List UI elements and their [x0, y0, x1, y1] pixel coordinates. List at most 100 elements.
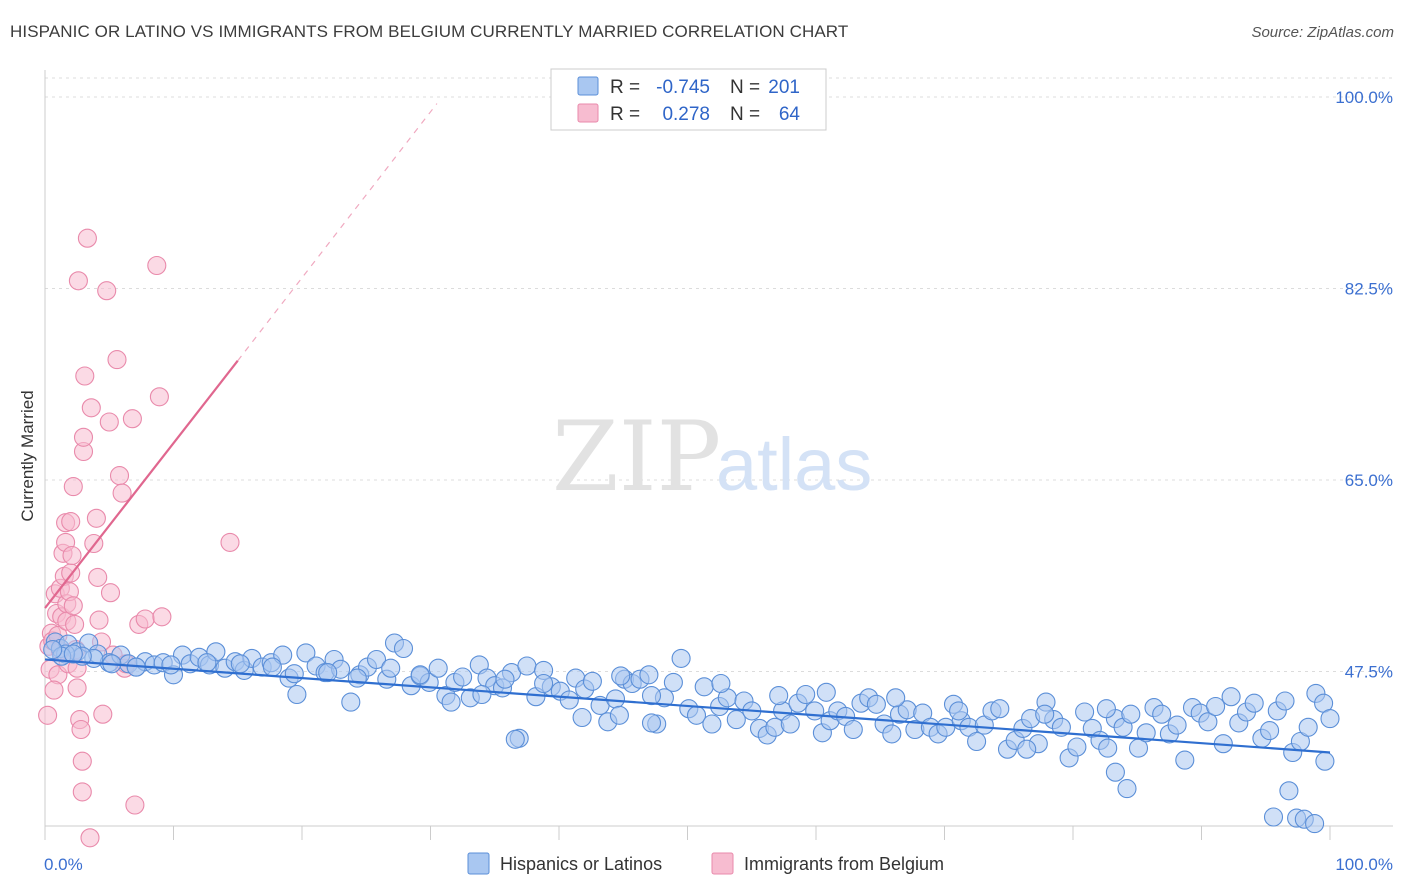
legend-r-value-2: 0.278	[662, 104, 710, 125]
belgium-point	[61, 512, 81, 532]
hispanic-point	[1105, 762, 1125, 782]
x-ticks	[44, 826, 1331, 840]
hispanic-point	[641, 686, 662, 706]
hispanic-point	[702, 714, 722, 734]
hispanic-point	[641, 713, 662, 733]
trend-line-belgium	[44, 360, 239, 609]
belgium-point	[152, 607, 172, 627]
hispanic-point	[1263, 807, 1284, 827]
y-tick-label: 47.5%	[1345, 663, 1393, 682]
hispanic-point	[1075, 702, 1095, 722]
belgium-point	[93, 704, 113, 724]
hispanic-point	[605, 689, 626, 709]
belgium-point	[77, 228, 97, 248]
hispanic-point	[381, 658, 401, 678]
axes	[44, 70, 1393, 827]
series-hispanics-or-latinos	[43, 632, 1340, 834]
belgium-point	[44, 680, 64, 700]
hispanic-point	[197, 653, 217, 673]
belgium-point	[97, 281, 117, 301]
hispanic-point	[611, 666, 631, 686]
hispanic-point	[63, 644, 83, 664]
belgium-point	[112, 483, 132, 503]
belgium-point	[220, 532, 240, 552]
hispanic-point	[559, 690, 579, 710]
hispanic-point	[694, 677, 714, 697]
belgium-point	[135, 609, 155, 629]
hispanic-point	[572, 707, 592, 728]
hispanic-point	[262, 657, 282, 677]
hispanic-point	[663, 672, 683, 692]
hispanic-point	[1221, 687, 1241, 707]
legend-n-label-2: N =	[730, 104, 760, 125]
x-tick-label-right: 100.0%	[1335, 855, 1393, 874]
belgium-point	[73, 427, 94, 447]
hispanic-point	[1315, 751, 1335, 771]
hispanic-point	[393, 638, 414, 659]
belgium-point	[81, 398, 101, 418]
belgium-point	[100, 583, 121, 603]
hispanic-point	[43, 640, 63, 660]
hispanic-point	[1152, 704, 1172, 724]
hispanic-point	[347, 668, 367, 688]
hispanic-point	[882, 724, 902, 744]
hispanic-point	[1279, 781, 1299, 801]
belgium-point	[63, 596, 83, 616]
legend-r-value-1: -0.745	[656, 77, 710, 98]
bottom-legend-swatch-pink	[711, 852, 734, 875]
chart-source: Source: ZipAtlas.com	[1251, 24, 1394, 41]
hispanic-point	[453, 667, 473, 687]
hispanic-point	[805, 701, 825, 721]
belgium-point	[75, 366, 95, 386]
hispanic-point	[1136, 723, 1156, 743]
belgium-point	[149, 387, 169, 407]
belgium-point	[125, 795, 145, 815]
y-tick-label: 82.5%	[1345, 280, 1393, 299]
belgium-point	[80, 828, 100, 848]
hispanic-point	[609, 705, 629, 725]
trend-line-belgium-extension	[237, 103, 438, 362]
hispanic-point	[769, 686, 789, 706]
hispanic-point	[1305, 814, 1325, 834]
hispanic-point	[505, 729, 525, 749]
hispanic-point	[284, 664, 304, 684]
belgium-point	[62, 545, 82, 566]
belgium-point	[122, 409, 142, 429]
legend-swatch-pink	[577, 103, 599, 123]
hispanic-point	[990, 699, 1010, 719]
hispanic-point	[765, 717, 785, 737]
legend-swatch-blue	[577, 76, 599, 96]
belgium-point	[72, 782, 92, 802]
hispanic-point	[472, 684, 492, 705]
hispanic-point	[341, 692, 361, 712]
belgium-point	[88, 567, 108, 587]
belgium-point	[67, 678, 87, 698]
belgium-point	[107, 350, 127, 370]
legend-n-label-1: N =	[730, 77, 760, 98]
hispanic-point	[1017, 739, 1037, 759]
bottom-legend-swatch-blue	[467, 852, 490, 875]
y-axis-title: Currently Married	[18, 390, 37, 521]
hispanic-point	[366, 649, 387, 670]
hispanic-point	[534, 673, 554, 694]
y-tick-label: 65.0%	[1345, 471, 1393, 490]
hispanic-point	[671, 648, 691, 668]
hispanic-point	[1298, 717, 1318, 737]
hispanic-point	[287, 684, 307, 705]
y-tick-labels: 47.5% 65.0% 82.5% 100.0%	[1335, 88, 1393, 682]
hispanic-point	[1096, 699, 1116, 719]
legend-n-value-2: 64	[779, 104, 801, 125]
belgium-point	[38, 705, 58, 725]
hispanic-point	[495, 669, 515, 689]
hispanic-point	[780, 714, 800, 734]
belgium-point	[68, 271, 88, 291]
belgium-point	[109, 466, 130, 486]
belgium-point	[86, 508, 106, 528]
series-legend: Hispanics or Latinos Immigrants from Bel…	[467, 852, 944, 875]
hispanic-point	[1067, 737, 1087, 757]
hispanic-point	[517, 656, 537, 676]
hispanic-point	[1035, 704, 1055, 724]
hispanic-point	[1175, 750, 1195, 770]
hispanic-point	[428, 658, 448, 678]
